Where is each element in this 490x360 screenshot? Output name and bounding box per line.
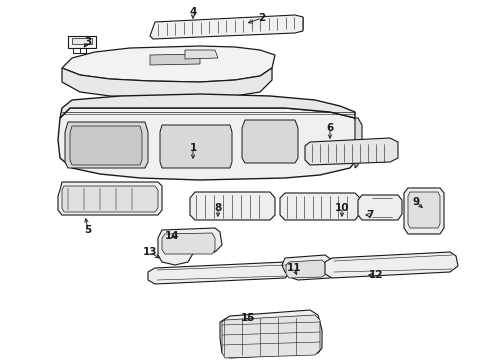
Text: 11: 11 (287, 263, 301, 273)
Polygon shape (355, 118, 362, 168)
Polygon shape (68, 36, 96, 48)
Polygon shape (162, 233, 215, 254)
Text: 12: 12 (369, 270, 383, 280)
Polygon shape (220, 310, 322, 358)
Polygon shape (190, 192, 275, 220)
Polygon shape (150, 15, 303, 39)
Polygon shape (305, 138, 398, 165)
Polygon shape (222, 315, 320, 358)
Text: 2: 2 (258, 13, 266, 23)
Text: 1: 1 (189, 143, 196, 153)
Polygon shape (408, 192, 440, 228)
Polygon shape (58, 108, 358, 180)
Polygon shape (70, 126, 142, 165)
Polygon shape (286, 260, 326, 278)
Text: 10: 10 (335, 203, 349, 213)
Text: 4: 4 (189, 7, 196, 17)
Polygon shape (60, 94, 355, 118)
Polygon shape (358, 195, 402, 220)
Polygon shape (62, 46, 275, 82)
Polygon shape (404, 188, 444, 234)
Polygon shape (72, 38, 92, 44)
Polygon shape (148, 262, 292, 284)
Polygon shape (282, 255, 335, 280)
Polygon shape (280, 193, 360, 220)
Text: 8: 8 (215, 203, 221, 213)
Polygon shape (62, 68, 272, 98)
Polygon shape (185, 50, 218, 59)
Polygon shape (58, 182, 162, 215)
Text: 3: 3 (84, 37, 92, 47)
Polygon shape (65, 122, 148, 168)
Text: 14: 14 (165, 231, 179, 241)
Text: 9: 9 (413, 197, 419, 207)
Text: 6: 6 (326, 123, 334, 133)
Text: 7: 7 (367, 210, 374, 220)
Polygon shape (325, 252, 458, 278)
Text: 15: 15 (241, 313, 255, 323)
Text: 13: 13 (143, 247, 157, 257)
Polygon shape (242, 120, 298, 163)
Polygon shape (150, 54, 200, 65)
Polygon shape (62, 186, 158, 212)
Text: 5: 5 (84, 225, 92, 235)
Polygon shape (158, 228, 222, 265)
Polygon shape (160, 125, 232, 168)
